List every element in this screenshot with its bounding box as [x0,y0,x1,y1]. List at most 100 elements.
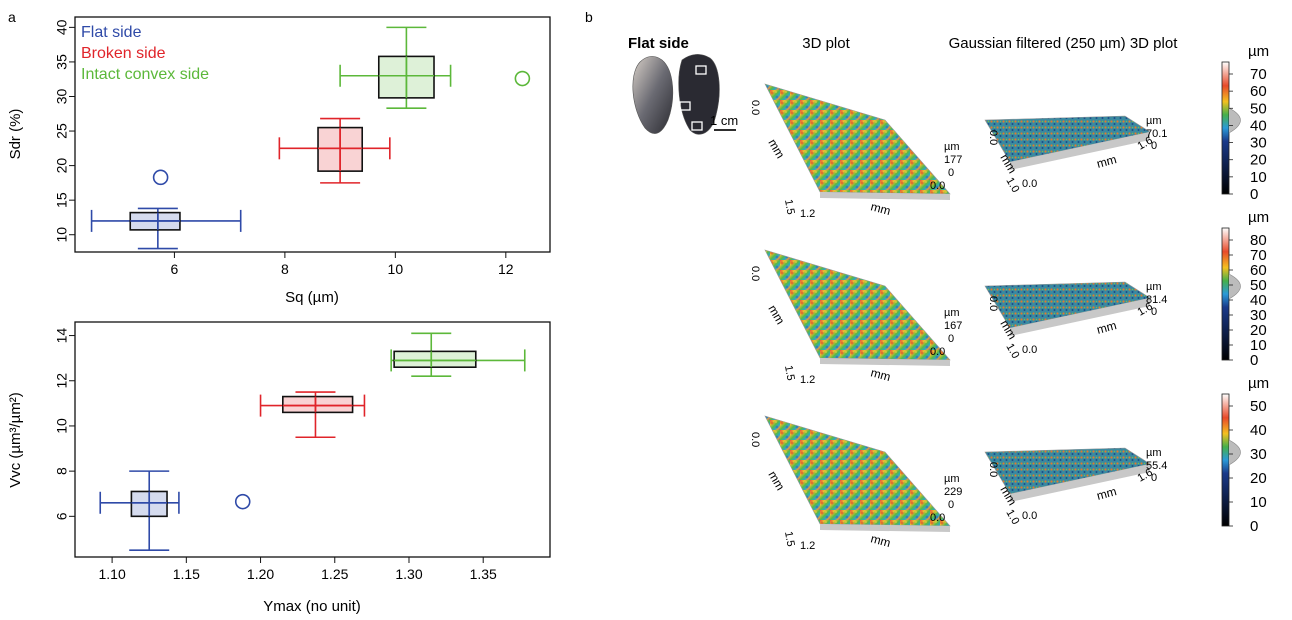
colorbar [1221,393,1230,527]
height-max-label: 55.4 [1146,460,1167,472]
colorbar-tick-label: 50 [1250,100,1267,117]
colorbar-unit: µm [1248,209,1269,226]
surface-base [1010,464,1150,502]
colorbar-tick-label: 40 [1250,422,1267,439]
raw-surface-plot [764,249,951,361]
y-tick-label: 12 [54,373,70,389]
x-tick-label: 1.25 [321,566,348,582]
colorbar-tick-label: 10 [1250,494,1267,511]
colorbar [1221,61,1230,195]
colorbar-tick-label: 30 [1250,307,1267,324]
y-tick-label: 25 [54,123,70,139]
axis-label: mm [765,303,787,327]
x-tick-label: 6 [171,261,179,277]
plot-frame [74,321,551,558]
axis-tick-label: 0.0 [987,462,999,477]
x-axis-label: Ymax (no unit) [263,598,361,615]
axis-tick-label: 0.0 [1022,344,1037,356]
colorbar-unit: µm [1248,375,1269,392]
axis-tick-label: 0.0 [1022,178,1037,190]
height-unit-label: µm [1146,447,1162,459]
axis-tick-label: 0.0 [987,130,999,145]
legend-entry: Broken side [81,45,166,62]
x-tick-label: 8 [281,261,289,277]
y-tick-label: 35 [54,54,70,70]
y-tick-label: 20 [54,158,70,174]
colorbar-tick-label: 30 [1250,135,1267,152]
x-tick-label: 12 [498,261,514,277]
col1-title: 3D plot [802,35,850,52]
height-max-label: 167 [944,320,962,332]
stone-photo: 1 cm [632,54,738,135]
y-tick-label: 15 [54,192,70,208]
height-zero-label: 0 [1151,140,1157,152]
axis-tick-label: 1.5 [782,198,796,215]
axis-tick-label: 1.5 [782,364,796,381]
axis-tick-label: 0.0 [930,512,945,524]
colorbar-tick-label: 50 [1250,398,1267,415]
axis-tick-label: 0.0 [749,432,761,447]
height-zero-label: 0 [948,167,954,179]
height-max-label: 177 [944,154,962,166]
y-axis-label: Vvc (µm³/µm²) [7,392,24,488]
height-distribution [1228,107,1241,134]
axis-tick-label: 0.0 [749,100,761,115]
surface-base [820,524,950,532]
y-tick-label: 10 [54,227,70,243]
y-axis-label: Sdr (%) [7,109,24,160]
axis-tick-label: 1.0 [1003,176,1021,195]
surface-base [820,358,950,366]
outlier-point [514,70,531,87]
x-axis-label: Sq (µm) [285,289,339,306]
axis-tick-label: 0.0 [930,180,945,192]
axis-tick-label: 0.0 [987,296,999,311]
x-tick-label: 1.10 [98,566,125,582]
height-unit-label: µm [1146,115,1162,127]
colorbar-tick-label: 80 [1250,232,1267,249]
height-zero-label: 0 [948,333,954,345]
panel-label-b: b [585,9,593,25]
colorbar-tick-label: 70 [1250,66,1267,83]
scale-bar-label: 1 cm [710,113,738,128]
height-zero-label: 0 [1151,472,1157,484]
axis-tick-label: 0.0 [930,346,945,358]
sdr-vs-sq-chart: 6 8 10 12 10 15 20 25 30 35 40 Flat side Broken sid… [7,16,551,306]
axis-label: mm [1095,152,1118,171]
colorbar-tick-label: 0 [1250,352,1258,369]
height-zero-label: 0 [948,499,954,511]
height-max-label: 81.4 [1146,294,1167,306]
box-broken [278,117,391,184]
iqr-box [282,395,354,414]
axis-label: mm [869,365,892,384]
height-max-label: 229 [944,486,962,498]
axis-tick-label: 1.5 [782,530,796,547]
height-unit-label: µm [1146,281,1162,293]
x-tick-label: 1.35 [470,566,497,582]
box-intact [390,332,526,378]
surface-base [820,192,950,200]
box-broken [259,391,366,439]
height-distribution [1228,273,1241,300]
axis-label: mm [765,137,787,161]
x-tick-label: 1.30 [395,566,422,582]
colorbar-tick-label: 60 [1250,262,1267,279]
colorbar-tick-label: 10 [1250,337,1267,354]
y-tick-label: 14 [54,328,70,344]
colorbar-tick-label: 30 [1250,446,1267,463]
colorbar-tick-label: 20 [1250,152,1267,169]
outlier-point [234,493,251,510]
y-tick-label: 8 [54,467,70,475]
axis-label: mm [1095,484,1118,503]
y-tick-label: 30 [54,88,70,104]
height-distribution [1228,439,1241,466]
col2-title: Gaussian filtered (250 µm) 3D plot [949,35,1179,52]
axis-tick-label: 1.2 [800,208,815,220]
y-tick-label: 6 [54,512,70,520]
colorbar-tick-label: 40 [1250,117,1267,134]
axis-tick-label: 0.0 [1022,510,1037,522]
height-zero-label: 0 [1151,306,1157,318]
colorbar-tick-label: 60 [1250,83,1267,100]
